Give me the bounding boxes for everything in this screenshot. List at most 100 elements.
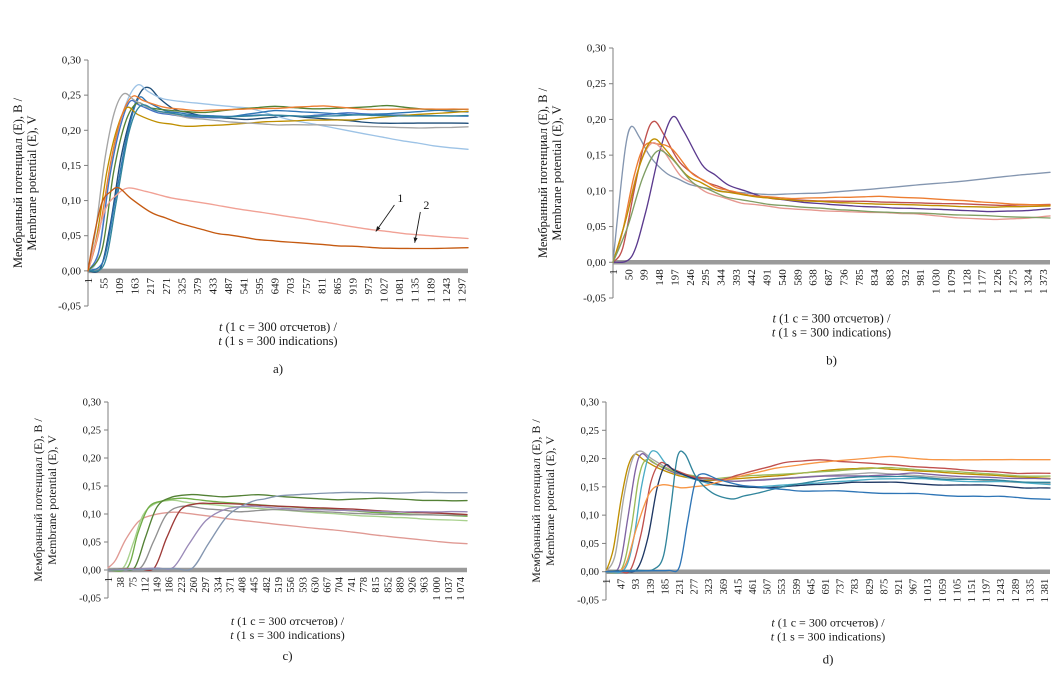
- y-tick-label: 0,00: [581, 567, 599, 578]
- x-tick-label: 1 037: [444, 577, 455, 601]
- x-tick-label: 741: [347, 577, 358, 593]
- x-tick-label: 875: [879, 579, 890, 595]
- x-tick-label: 75: [128, 577, 139, 588]
- x-tick-label: 1 177: [977, 269, 989, 294]
- y-tick-label: 0,00: [62, 265, 82, 277]
- series-teal: [605, 450, 1051, 573]
- series-green: [87, 102, 469, 272]
- series-salmon: [612, 142, 1051, 263]
- y-tick-label: 0,15: [62, 160, 82, 172]
- y-axis-title: Мембранный потенциал (E), В /: [536, 87, 550, 258]
- x-tick-label: 99: [639, 269, 651, 281]
- x-axis: 1 50 99 148 197 246 295 344 393 442 491 540 589 638 68…: [608, 269, 1050, 294]
- x-tick-label: 344: [716, 269, 728, 286]
- x-tick-label: 1 030: [931, 269, 943, 294]
- y-tick-label: 0,30: [83, 398, 101, 409]
- x-tick-label: 519: [274, 577, 285, 593]
- series-green: [605, 458, 1051, 574]
- y-tick-label: 0,10: [581, 511, 599, 522]
- y-axis-title: Мембранный потенциал (E), В /: [529, 419, 543, 583]
- y-tick-label: 0,30: [62, 55, 82, 67]
- x-tick-label: 148: [654, 269, 666, 286]
- x-tick-label: 981: [915, 269, 927, 286]
- x-tick-label: 541: [239, 278, 251, 295]
- x-tick-label: 246: [685, 269, 697, 286]
- series-brown: [87, 186, 469, 272]
- x-tick-label: 963: [420, 577, 431, 593]
- x-tick-label: 1 197: [982, 579, 993, 603]
- y-tick-label: 0,30: [581, 398, 599, 409]
- panel-caption: c): [282, 648, 292, 663]
- y-axis: 0,30 0,25 0,20 0,15 0,10 0,05 0,00 -0,05: [79, 398, 109, 605]
- x-tick-label: 932: [900, 269, 912, 286]
- series-group: [107, 491, 468, 572]
- y-tick-label: 0,10: [62, 195, 82, 207]
- y-axis-title: Мембранный потенциал (E), В /: [11, 97, 25, 268]
- x-tick-label: 883: [885, 269, 897, 286]
- x-tick-label: 1 297: [456, 277, 468, 302]
- x-tick-label: 334: [213, 576, 224, 593]
- x-tick-label: 38: [116, 577, 127, 588]
- y-axis-title: Membrane potential (E), V: [25, 115, 39, 250]
- y-tick-label: -0,05: [583, 293, 606, 305]
- x-tick-label: 815: [371, 577, 382, 593]
- y-tick-label: 0,15: [587, 150, 607, 162]
- x-tick-label: 109: [114, 277, 126, 294]
- annotation-2: 2: [413, 198, 429, 243]
- x-tick-label: 704: [335, 576, 346, 593]
- x-axis: 1 38 75 112 149 186 223 260 297 334 371 408 445 482 51…: [104, 576, 467, 600]
- series-muted-green: [612, 149, 1051, 263]
- y-tick-label: 0,25: [83, 426, 101, 437]
- series-orange: [612, 142, 1051, 263]
- x-axis-title: t (1 s = 300 indications): [230, 628, 344, 642]
- x-tick-label: 687: [823, 269, 835, 286]
- x-tick-label: 630: [310, 577, 321, 593]
- panel-d: 0,30 0,25 0,20 0,15 0,10 0,05 0,00 -0,05 1 47 93 13…: [528, 384, 1058, 678]
- annotation-label: 1: [397, 191, 403, 205]
- x-tick-label: 1: [83, 278, 95, 284]
- x-tick-label: 277: [690, 579, 701, 595]
- series-group: [612, 115, 1051, 264]
- series-group: [605, 450, 1051, 574]
- x-tick-label: 325: [176, 277, 188, 294]
- chart-b: 0,30 0,25 0,20 0,15 0,10 0,05 0,00 -0,05 1 50 99 14…: [536, 43, 1051, 367]
- x-tick-label: 50: [623, 269, 635, 281]
- series-dark-green: [107, 493, 468, 571]
- x-tick-label: 139: [646, 579, 657, 595]
- x-tick-label: 1 013: [923, 579, 934, 603]
- y-tick-label: 0,15: [581, 482, 599, 493]
- series-salmon: [107, 511, 468, 569]
- x-tick-label: 1 243: [996, 579, 1007, 603]
- x-tick-label: 757: [301, 277, 313, 294]
- x-tick-label: 369: [719, 579, 730, 595]
- x-tick-label: 186: [165, 577, 176, 593]
- y-axis: 0,30 0,25 0,20 0,15 0,10 0,05 0,00 -0,05: [583, 43, 614, 305]
- x-tick-label: 231: [675, 579, 686, 595]
- y-tick-label: 0,05: [581, 539, 599, 550]
- series-purple: [107, 505, 468, 571]
- series-medium-blue: [87, 96, 469, 272]
- chart-d: 0,30 0,25 0,20 0,15 0,10 0,05 0,00 -0,05 1 47 93 13…: [529, 398, 1051, 667]
- y-tick-label: 0,05: [587, 221, 607, 233]
- x-axis-title: t (1 s = 300 indications): [771, 630, 885, 644]
- x-tick-label: 487: [223, 277, 235, 294]
- x-tick-label: 482: [262, 577, 273, 593]
- x-tick-label: 1 081: [394, 278, 406, 303]
- x-tick-label: 540: [777, 269, 789, 286]
- panel-b: 0,30 0,25 0,20 0,15 0,10 0,05 0,00 -0,05 1 50 99 14…: [533, 6, 1058, 382]
- y-tick-label: 0,00: [83, 566, 101, 577]
- y-tick-label: 0,25: [62, 90, 82, 102]
- series-blue: [605, 473, 1051, 573]
- series-cyan: [605, 450, 1051, 574]
- y-tick-label: -0,05: [58, 301, 81, 313]
- x-tick-label: 149: [153, 577, 164, 593]
- y-tick-label: 0,20: [62, 125, 82, 137]
- x-tick-label: 973: [363, 277, 375, 294]
- y-tick-label: 0,20: [587, 114, 607, 126]
- x-tick-label: 1 335: [1025, 579, 1036, 603]
- x-tick-label: 1 105: [952, 579, 963, 603]
- x-tick-label: 185: [660, 579, 671, 595]
- series-group: [87, 83, 469, 273]
- x-axis-title: t (1 с = 300 отсчетов) /: [219, 320, 337, 334]
- x-axis: 1 47 93 139 185 231 277 323 369 415 461 507 553 599 64…: [602, 579, 1051, 603]
